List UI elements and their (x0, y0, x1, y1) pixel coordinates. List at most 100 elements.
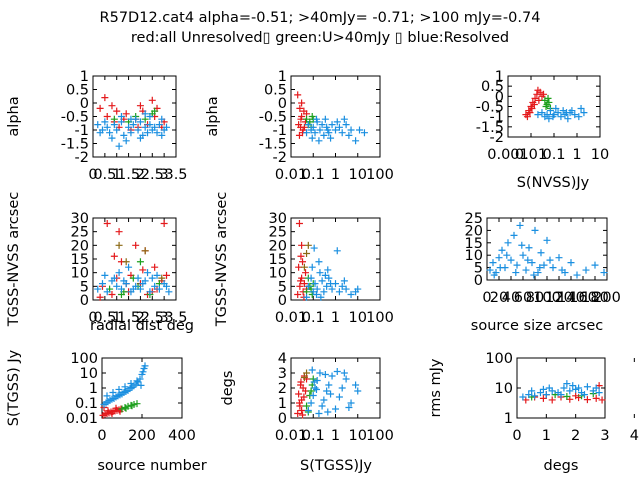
data-point (531, 226, 539, 234)
y-tick-label: 1 (89, 381, 98, 397)
data-point (294, 291, 302, 299)
data-point (592, 384, 600, 392)
data-point (338, 282, 346, 290)
data-point (300, 374, 308, 381)
data-point (163, 271, 171, 279)
y-tick-label: 0.01 (66, 411, 98, 427)
data-point (163, 123, 171, 131)
y-tick-label: 15 (269, 252, 287, 268)
x-tick-label: 100 (366, 167, 394, 183)
data-point (534, 269, 542, 277)
data-point (563, 380, 571, 388)
y-tick-label: 20 (269, 238, 287, 254)
data-point (308, 134, 316, 142)
y-axis-label: alpha (6, 96, 22, 136)
data-point (333, 247, 341, 255)
data-point (324, 126, 332, 134)
y-tick-label: -0.5 (61, 110, 89, 126)
data-point (503, 251, 511, 259)
data-point (498, 246, 506, 254)
data-point (571, 111, 579, 119)
data-point (549, 113, 557, 121)
series-blue (100, 362, 149, 408)
data-point (153, 129, 161, 137)
data-point (139, 266, 147, 274)
title-line-2: red:all Unresolved▯ green:U>40mJy ▯ blue… (131, 30, 509, 46)
data-point (125, 263, 133, 271)
y-tick-label: 0 (80, 96, 89, 112)
data-point (296, 282, 304, 290)
x-tick-label: 100 (366, 428, 394, 444)
data-point (577, 105, 585, 113)
x-tick-label: 1.5 (117, 310, 140, 326)
series-green (118, 400, 141, 413)
data-point (572, 392, 580, 400)
x-tick-label: 0.5 (93, 167, 116, 183)
data-point (309, 375, 317, 383)
x-tick-label: 10 (349, 310, 367, 326)
data-point (151, 263, 159, 271)
data-point (528, 259, 536, 267)
data-point (304, 407, 312, 414)
x-tick-label: 0.01 (275, 310, 307, 326)
data-point (122, 404, 130, 412)
y-axis-label: S(TGSS) Jy (6, 349, 22, 426)
data-point (525, 391, 533, 399)
data-point (554, 109, 562, 117)
data-point (104, 407, 112, 415)
y-tick-label: 0 (278, 96, 287, 112)
data-point (118, 405, 126, 413)
data-point (538, 109, 546, 117)
x-tick-label: 0.01 (275, 428, 307, 444)
x-tick-label: 100 (366, 310, 394, 326)
data-point (328, 285, 336, 293)
x-tick-label: 3.5 (164, 310, 187, 326)
data-point (313, 291, 321, 299)
y-axis-label: TGSS-NVSS arcsec (6, 192, 22, 327)
y-axis-label: alpha (205, 96, 221, 136)
x-tick-label: 0.001 (487, 147, 529, 163)
y-tick-label: 30 (71, 211, 89, 227)
data-point (315, 258, 323, 266)
x-tick-label: 80 (526, 290, 544, 306)
data-point (535, 96, 543, 104)
data-point (133, 377, 141, 385)
series-blue (94, 110, 171, 150)
y-tick-label: 0.5 (66, 83, 89, 99)
data-point (510, 231, 518, 239)
data-point (530, 271, 538, 279)
data-point (528, 105, 536, 113)
y-tick-label: 1 (80, 69, 89, 85)
data-point (489, 259, 497, 267)
data-point (120, 131, 128, 139)
data-point (332, 126, 339, 134)
data-point (108, 134, 116, 142)
data-point (103, 123, 111, 131)
data-point (110, 274, 118, 282)
y-axis-label: TGSS-NVSS arcsec (214, 192, 230, 327)
data-point (566, 387, 574, 395)
data-point (347, 399, 355, 407)
data-point (151, 282, 159, 290)
data-point (507, 256, 515, 264)
data-point (297, 277, 305, 285)
data-point (300, 107, 308, 115)
data-point (163, 282, 171, 290)
data-point (313, 115, 321, 123)
data-point (146, 288, 154, 296)
y-tick-label: 15 (71, 252, 89, 268)
data-point (316, 369, 324, 377)
y-tick-label: 10 (80, 366, 98, 382)
data-point (335, 123, 343, 131)
y-tick-label: 100 (485, 351, 513, 367)
data-point (575, 384, 583, 392)
data-point (567, 259, 575, 267)
y-tick-label: 25 (269, 225, 287, 241)
data-point (583, 383, 591, 391)
x-tick-label: 200 (593, 290, 621, 306)
data-point (151, 107, 159, 115)
data-point (122, 258, 130, 266)
data-point (304, 282, 312, 290)
data-point (575, 113, 583, 121)
